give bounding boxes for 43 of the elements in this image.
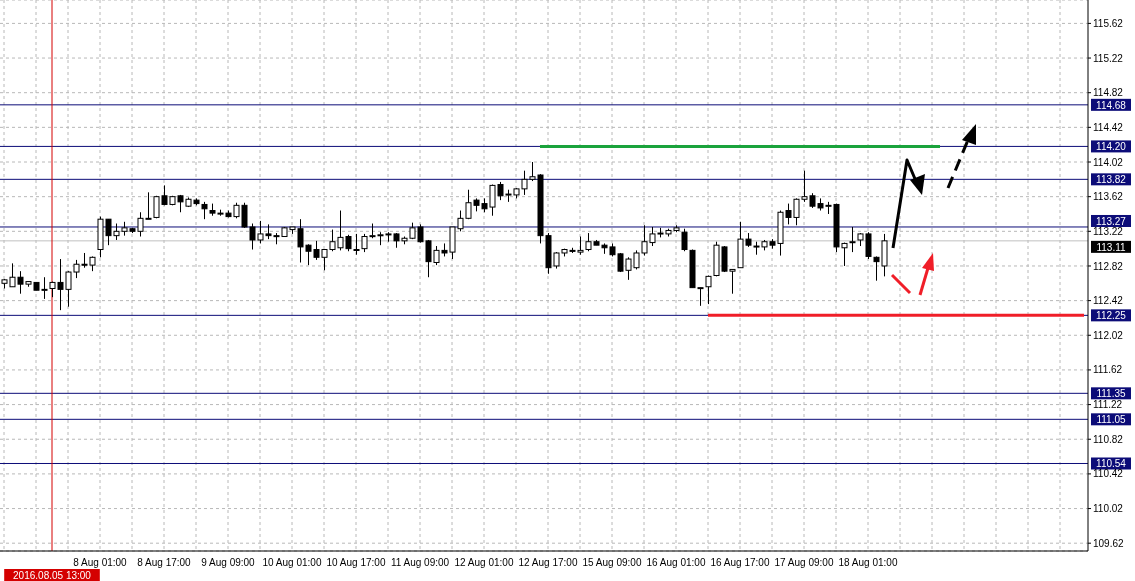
candlestick: [849, 226, 856, 253]
y-tick-label: 111.62: [1093, 364, 1123, 376]
x-tick-label: 8 Aug 17:00: [137, 557, 192, 568]
x-tick-label: 15 Aug 09:00: [582, 557, 642, 568]
x-tick-label: 11 Aug 09:00: [390, 557, 450, 568]
y-tick-label: 115.22: [1093, 52, 1124, 64]
x-tick-label: 8 Aug 01:00: [73, 557, 128, 568]
ref-line-label: 111.35: [1096, 388, 1126, 400]
y-tick-label: 113.22: [1093, 225, 1124, 237]
ref-line-label: 113.82: [1096, 174, 1127, 186]
ref-line-label: 113.11: [1096, 241, 1126, 253]
x-tick-label: 2016.08.05 13:00: [13, 570, 92, 581]
y-tick-label: 112.82: [1093, 260, 1124, 272]
y-tick-label: 114.02: [1093, 156, 1124, 168]
ref-line-label: 114.20: [1096, 141, 1127, 153]
y-tick-label: 110.02: [1093, 503, 1124, 515]
y-tick-label: 110.42: [1093, 468, 1124, 480]
y-tick-label: 113.62: [1093, 191, 1124, 203]
ref-line-label: 110.54: [1096, 458, 1127, 470]
x-tick-label: 18 Aug 01:00: [838, 557, 898, 568]
ref-line-label: 112.25: [1096, 310, 1127, 322]
x-tick-label: 9 Aug 09:00: [201, 557, 256, 568]
x-tick-label: 17 Aug 09:00: [774, 557, 834, 568]
ref-line-label: 111.05: [1096, 414, 1126, 426]
y-tick-label: 109.62: [1093, 537, 1125, 549]
x-tick-label: 10 Aug 17:00: [326, 557, 386, 568]
x-tick-label: 16 Aug 01:00: [646, 557, 706, 568]
ref-line-label: 114.68: [1096, 99, 1127, 111]
y-tick-label: 115.62: [1093, 17, 1124, 29]
candlestick: [353, 233, 360, 256]
x-tick-label: 12 Aug 17:00: [518, 557, 578, 568]
y-tick-label: 110.82: [1093, 433, 1124, 445]
y-tick-label: 114.42: [1093, 121, 1124, 133]
x-tick-label: 12 Aug 01:00: [454, 557, 514, 568]
x-tick-label: 16 Aug 17:00: [710, 557, 770, 568]
candlestick: [705, 275, 712, 305]
y-tick-label: 112.42: [1093, 295, 1124, 307]
ref-line-label: 113.27: [1096, 215, 1127, 227]
y-tick-label: 112.02: [1093, 329, 1124, 341]
y-tick-label: 111.22: [1093, 399, 1123, 411]
y-tick-label: 114.82: [1093, 87, 1124, 99]
candlestick: [681, 228, 688, 252]
x-tick-label: 10 Aug 01:00: [262, 557, 322, 568]
